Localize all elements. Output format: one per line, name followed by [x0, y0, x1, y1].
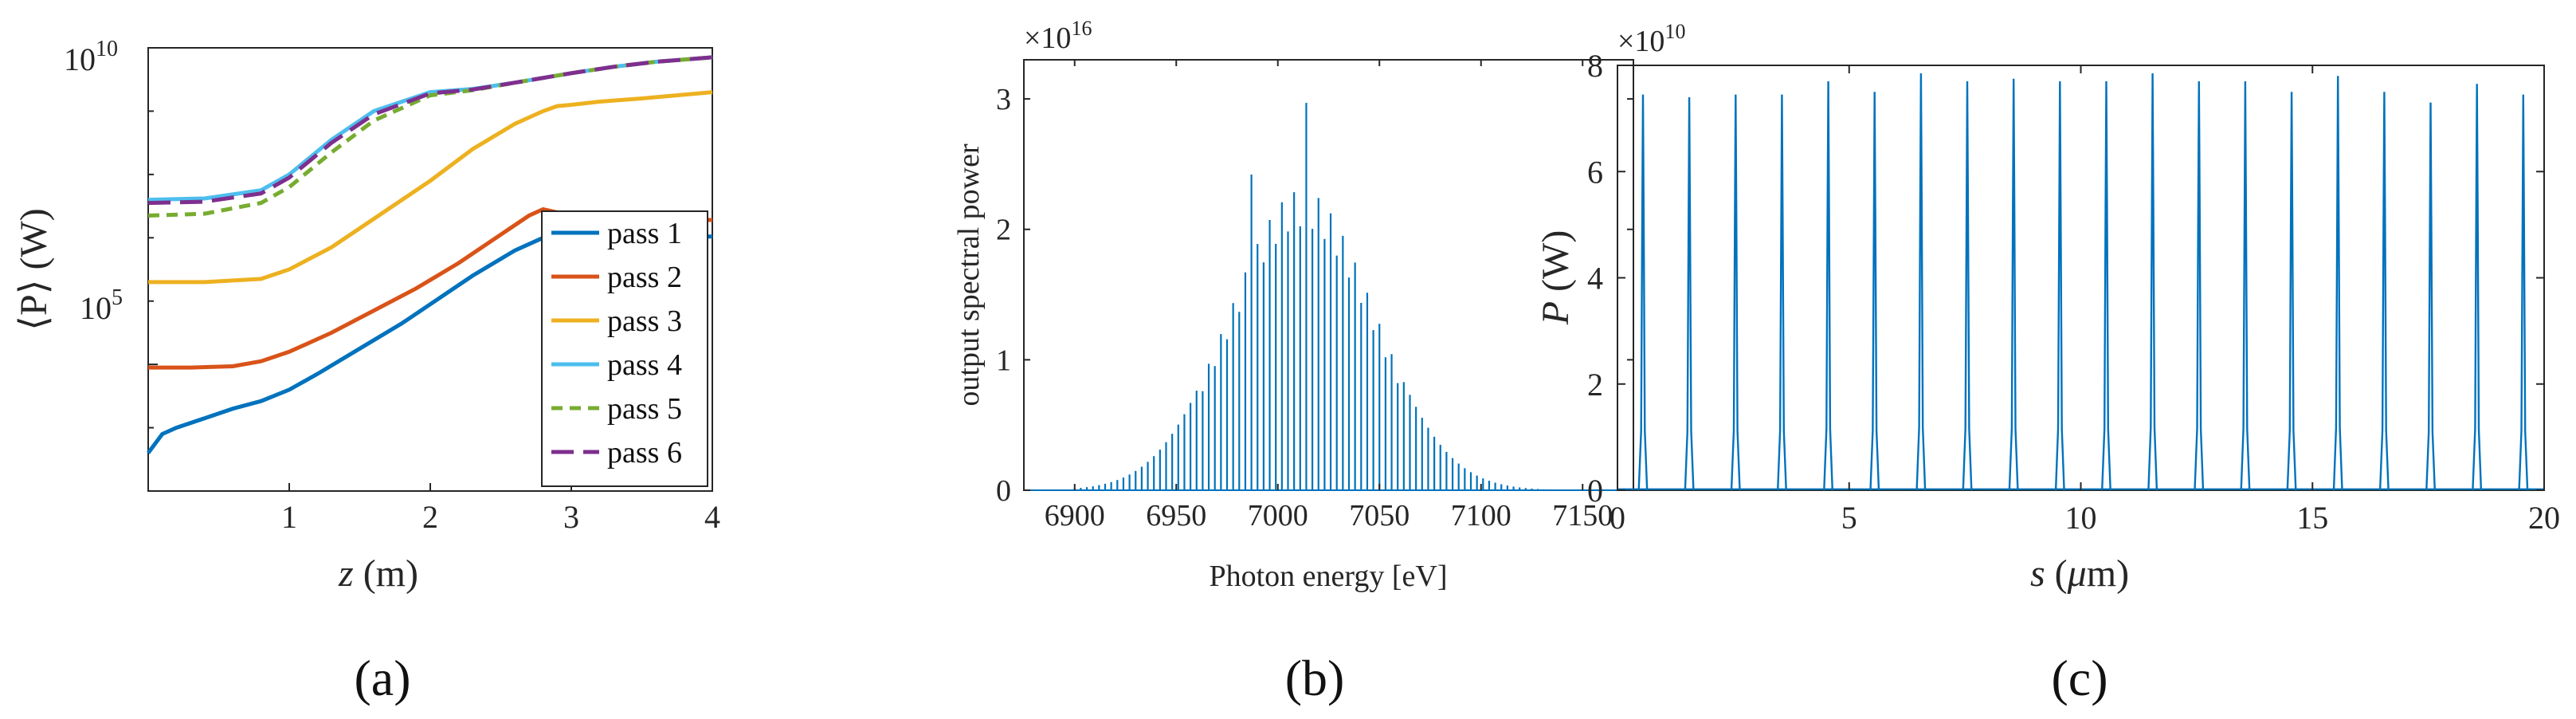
pulse-15 — [2286, 92, 2297, 491]
pulse-17 — [2378, 92, 2390, 491]
panel-c-ytick-label: 4 — [1587, 261, 1603, 297]
series-line-pass-3 — [148, 90, 713, 285]
panel-c-xlabel: s (μm) — [2030, 552, 2129, 595]
legend-box — [541, 210, 708, 487]
panel-b-xtick-label: 7050 — [1349, 499, 1410, 532]
legend-label-pass-1: pass 1 — [607, 217, 682, 250]
panel-a-label: (a) — [354, 650, 410, 706]
pulse-2 — [1684, 96, 1695, 491]
pulse-8 — [1962, 81, 1973, 491]
panel-a: 1 2 3 4 1010 105 z (m) ⟨P⟩ (W) pass 1 pass 2… — [13, 37, 720, 706]
pulse-18 — [2425, 102, 2436, 491]
panel-c-ytick-label: 6 — [1587, 154, 1603, 190]
panel-a-xlabel: z (m) — [338, 552, 418, 595]
panel-b-xtick-label: 6950 — [1146, 499, 1206, 532]
panel-a-ytick-label-1e10: 1010 — [64, 37, 118, 77]
pulse-7 — [1915, 73, 1927, 491]
panel-c-ytick-label: 0 — [1587, 473, 1603, 509]
panel-a-xtick-label: 4 — [704, 499, 720, 535]
panel-b-ytick-label: 0 — [996, 474, 1011, 508]
panel-c-xtick-label: 10 — [2065, 500, 2097, 536]
pulse-3 — [1730, 94, 1741, 491]
pulse-16 — [2332, 76, 2343, 491]
legend-label-pass-4: pass 4 — [607, 348, 682, 382]
pulse-4 — [1777, 94, 1787, 491]
panel-a-ticks-group: 1 2 3 4 — [148, 47, 720, 535]
legend-label-pass-5: pass 5 — [607, 392, 682, 426]
panel-b-xtick-label: 6900 — [1045, 499, 1105, 532]
panel-c-xtick-label: 5 — [1841, 500, 1857, 536]
pulse-6 — [1869, 92, 1880, 491]
panel-c-xtick-label: 0 — [1610, 500, 1625, 536]
panel-b-ytick-label: 2 — [996, 214, 1011, 247]
pulse-11 — [2101, 81, 2111, 491]
panel-a-xtick-label: 2 — [422, 499, 438, 535]
pulse-19 — [2472, 84, 2483, 491]
panel-b-ylabel: output spectral power — [952, 143, 986, 407]
panel-b-multiplier: ×1016 — [1024, 17, 1092, 55]
panel-c-ytick-label: 8 — [1587, 48, 1603, 84]
panel-b-ytick-label: 1 — [996, 344, 1011, 377]
legend-label-pass-6: pass 6 — [607, 436, 682, 470]
legend-label-pass-2: pass 2 — [607, 261, 682, 294]
panel-c-pulses — [1617, 73, 2544, 491]
pulse-9 — [2008, 78, 2019, 491]
panel-a-xtick-label: 1 — [281, 499, 297, 535]
panel-a-legend: pass 1 pass 2 pass 3 pass 4 pass 5 pass 6 — [541, 210, 708, 487]
pulse-13 — [2194, 81, 2205, 491]
panel-c: 0 5 10 15 20 0 2 4 6 8 ×1010 s (μm) P (W) (c) — [1535, 20, 2560, 706]
pulse-1 — [1637, 94, 1649, 491]
panel-c-ylabel: P (W) — [1535, 230, 1577, 326]
panel-c-axes-frame — [1617, 65, 2545, 491]
panel-c-xtick-label: 15 — [2296, 500, 2328, 536]
panel-c-xtick-label: 20 — [2528, 500, 2560, 536]
panel-b-xtick-label: 7000 — [1248, 499, 1308, 532]
series-line-pass-6 — [147, 55, 713, 206]
panel-b-xtick-label: 7100 — [1451, 499, 1511, 532]
panel-a-xtick-label: 3 — [563, 499, 579, 535]
pulse-20 — [2518, 94, 2529, 491]
pulse-14 — [2240, 81, 2251, 491]
panel-b-label: (b) — [1285, 650, 1345, 706]
pulse-10 — [2054, 81, 2065, 491]
panel-c-multiplier: ×1010 — [1617, 20, 1685, 58]
panel-b-spectrum-lines — [1024, 103, 1633, 491]
panel-c-label: (c) — [2051, 650, 2107, 706]
panel-a-ytick-label-1e5: 105 — [80, 285, 123, 326]
panel-b-ytick-label: 3 — [996, 83, 1011, 116]
series-line-pass-5 — [147, 55, 713, 218]
pulse-5 — [1823, 81, 1833, 491]
legend-label-pass-3: pass 3 — [607, 304, 682, 338]
panel-b-xtick-label: 7150 — [1552, 499, 1613, 532]
panel-b-xlabel: Photon energy [eV] — [1209, 560, 1447, 593]
panel-a-ylabel: ⟨P⟩ (W) — [13, 208, 55, 330]
panel-c-ytick-label: 2 — [1587, 367, 1603, 403]
pulse-12 — [2147, 73, 2158, 491]
panel-c-ticks-group: 0 5 10 15 20 0 2 4 6 8 — [1587, 48, 2560, 536]
